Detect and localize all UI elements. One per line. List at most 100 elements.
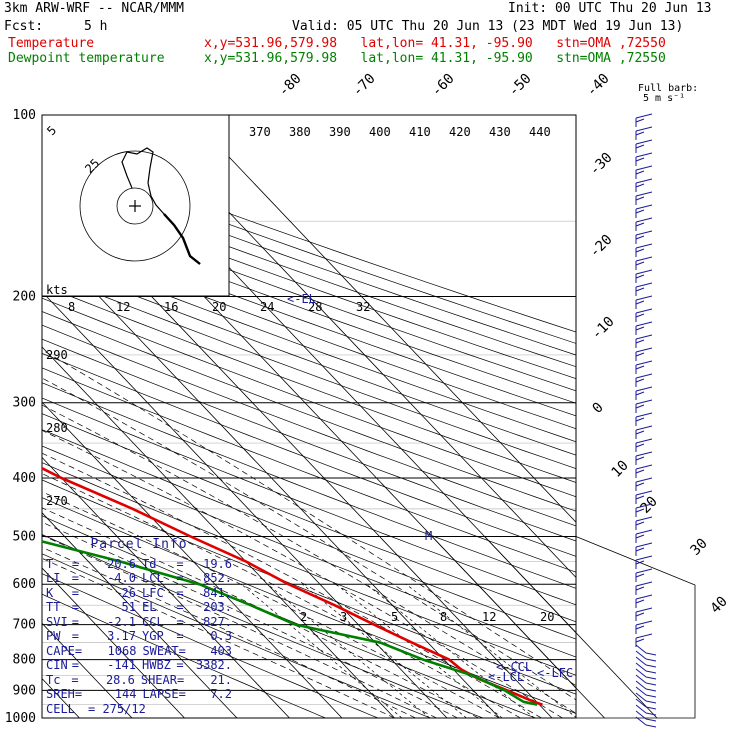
- wind-barb-low: [635, 698, 647, 708]
- dry-adiabat: [42, 222, 576, 417]
- dry-adiabat: [42, 311, 576, 512]
- wind-barb-low: [635, 686, 647, 696]
- isotherm-line: [42, 346, 395, 718]
- pressure-label: 500: [13, 529, 36, 544]
- wind-barb: [635, 204, 653, 210]
- wind-barb: [635, 217, 653, 223]
- annotation-ccl: <-CCL: [496, 660, 532, 674]
- theta-label: 410: [409, 125, 431, 139]
- pressure-label: 900: [13, 683, 36, 698]
- mixing-ratio-label-upper: 8: [68, 300, 75, 314]
- hodograph-trace-lower: [163, 213, 201, 265]
- wind-barb: [635, 321, 653, 327]
- mixing-ratio-label-upper: 16: [164, 300, 178, 314]
- pressure-label: 800: [13, 653, 36, 668]
- pressure-label: 200: [13, 290, 36, 305]
- wind-barb-low: [635, 716, 647, 726]
- isotherm-line: [188, 115, 576, 523]
- dry-adiabat: [42, 445, 576, 658]
- isotherm-label: -40: [584, 71, 613, 100]
- parcel-info-row: SREH = 144 LAPSE = 7.2: [46, 687, 232, 701]
- parcel-cell-value: 275/12: [102, 701, 146, 716]
- isotherm-label: 30: [688, 536, 711, 559]
- wind-barb: [635, 607, 653, 613]
- wind-barb: [635, 529, 653, 535]
- mixing-ratio-label: 5: [391, 610, 398, 624]
- theta-label: 430: [489, 125, 511, 139]
- wind-barb-low: [635, 656, 647, 666]
- dry-adiabat: [42, 188, 576, 380]
- theta-e-label: 280: [46, 421, 68, 435]
- wind-barb: [635, 386, 653, 392]
- wind-barb: [635, 451, 653, 457]
- dry-adiabat: [42, 462, 576, 676]
- dry-adiabat: [42, 338, 576, 542]
- dewpoint-line: [42, 540, 538, 706]
- mixing-ratio-label-upper: 28: [308, 300, 322, 314]
- wind-barb-low: [635, 704, 647, 714]
- annotation-lcl: <-LCL: [488, 670, 524, 684]
- parcel-info-panel: Parcel Info T = 20.6 Td = 19.6 LI = -4.0 LCL = …: [46, 537, 232, 730]
- barb-key-value: 5 m s⁻¹: [643, 93, 686, 104]
- dry-adiabat: [42, 234, 576, 430]
- isotherm-label: -50: [506, 71, 535, 100]
- wind-barb: [635, 178, 653, 184]
- hodograph-unit-label: kts: [46, 283, 68, 297]
- isotherm-line: [42, 456, 290, 718]
- pressure-label: 400: [13, 471, 36, 486]
- wind-barb: [635, 490, 653, 496]
- wind-barb: [635, 555, 653, 561]
- moist-adiabat: [42, 404, 576, 714]
- mixing-ratio-line: [241, 583, 403, 718]
- dry-adiabat: [42, 429, 576, 640]
- isotherm-label: 0: [590, 400, 607, 417]
- wind-barb: [635, 256, 653, 262]
- parcel-info-title: Parcel Info: [90, 537, 188, 552]
- dry-adiabat: [42, 176, 576, 368]
- wind-barb: [635, 425, 653, 431]
- wind-barb: [635, 542, 653, 548]
- mixing-ratio-line: [302, 583, 467, 718]
- dry-adiabat: [42, 271, 576, 470]
- sounding-series: [42, 466, 543, 706]
- dry-adiabat: [42, 534, 484, 718]
- mixing-ratio-label: 12: [482, 610, 496, 624]
- wind-barb: [635, 568, 653, 574]
- parcel-info-row: SVI = -2.1 CCL = 827.: [46, 614, 232, 629]
- temperature-location: x,y=531.96,579.98 lat,lon= 41.31, -95.90…: [204, 36, 666, 51]
- hodograph-ring: [79, 150, 191, 262]
- parcel-info-row: CIN = -141 HWBZ = 3382.: [46, 658, 232, 672]
- dry-adiabat: [42, 413, 576, 623]
- mixing-ratio-label: 20: [540, 610, 554, 624]
- moist-adiabat: [42, 521, 458, 718]
- dry-adiabat: [42, 352, 576, 557]
- wind-barb: [635, 295, 653, 301]
- init-time: Init: 00 UTC Thu 20 Jun 13: [508, 1, 712, 16]
- dry-adiabat: [42, 573, 379, 718]
- level-annotations: <-EL <-CCL<-LCL <-LFC M: [287, 292, 573, 684]
- annotation-lfc: <-LFC: [537, 666, 573, 680]
- wind-barb: [635, 620, 653, 626]
- theta-e-label: 290: [46, 348, 68, 362]
- wind-barb: [635, 334, 653, 340]
- wind-barb: [635, 412, 653, 418]
- dry-adiabat: [42, 479, 576, 695]
- theta-e-label: 270: [46, 494, 68, 508]
- wind-barb: [635, 464, 653, 470]
- theta-label: 370: [249, 125, 271, 139]
- dry-adiabat: [42, 367, 576, 573]
- parcel-info-row: LI = -4.0 LCL = 852.: [46, 571, 232, 585]
- dry-adiabat: [42, 553, 431, 718]
- isotherm-line: [136, 115, 576, 579]
- mixing-ratio-label-upper: 12: [116, 300, 130, 314]
- wind-barb: [635, 438, 653, 444]
- wind-barb: [635, 516, 653, 522]
- theta-label: 440: [529, 125, 551, 139]
- dry-adiabat: [42, 397, 576, 606]
- mixing-ratio-label: 3: [340, 610, 347, 624]
- parcel-info-row: CAPE = 1068 SWEAT = 403: [46, 643, 232, 658]
- wind-barb-low: [635, 668, 647, 678]
- parcel-info-row: TT = 51 EL = 203.: [46, 600, 232, 614]
